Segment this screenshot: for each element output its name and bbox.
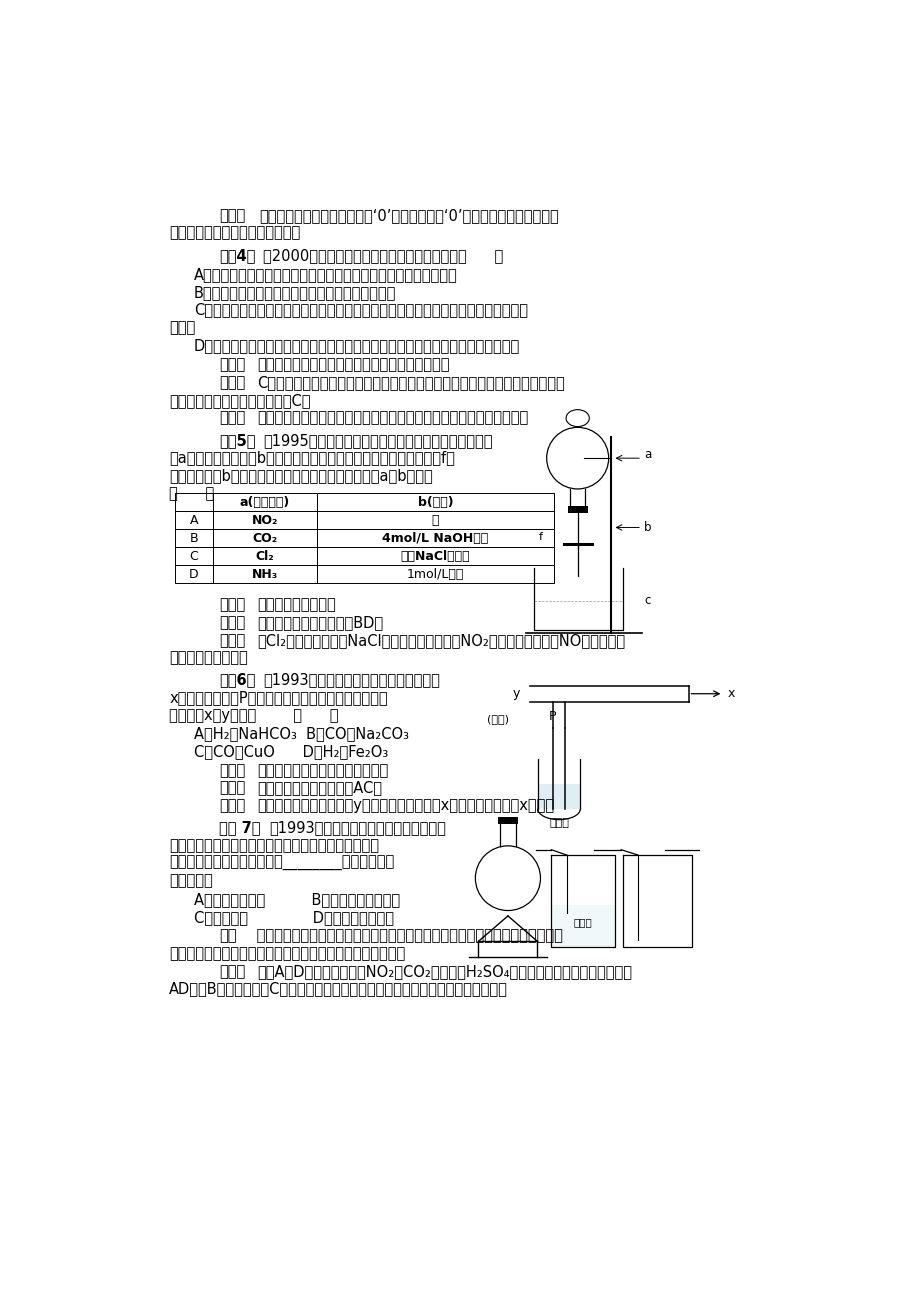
Text: （1995年全国高考）在下图装置中，烧瓶中充满干燥气: （1995年全国高考）在下图装置中，烧瓶中充满干燥气 xyxy=(263,432,492,448)
Text: 1mol/L盐酸: 1mol/L盐酸 xyxy=(406,568,464,581)
Text: 总结：: 总结： xyxy=(219,633,244,647)
Bar xyxy=(176,565,212,583)
Text: 浓硫酸: 浓硫酸 xyxy=(573,918,592,927)
Bar xyxy=(176,547,212,565)
Text: （      ）: （ ） xyxy=(169,486,214,501)
Text: 能利用这套装置进行实验的是________（填正确选项: 能利用这套装置进行实验的是________（填正确选项 xyxy=(169,855,394,871)
Text: A．分液时，分液漏斗中下层液体从下口放出，上层液体从上口倒出: A．分液时，分液漏斗中下层液体从下口放出，上层液体从上口倒出 xyxy=(194,267,458,283)
Text: 例题6：: 例题6： xyxy=(219,673,255,687)
Text: 的液面: 的液面 xyxy=(169,320,196,336)
Text: A: A xyxy=(189,513,199,526)
Text: A．H₂和NaHCO₃  B．CO和Na₂CO₃: A．H₂和NaHCO₃ B．CO和Na₂CO₃ xyxy=(194,727,409,742)
Text: 分考生由于分不清这一点而出错。: 分考生由于分不清这一点而出错。 xyxy=(169,225,301,241)
Text: （1993年全国高考）按右图装置持续通入: （1993年全国高考）按右图装置持续通入 xyxy=(263,673,439,687)
Text: A．铜屑和浓瞅酸          B．二氧化锰和浓盐酸: A．铜屑和浓瞅酸 B．二氧化锰和浓盐酸 xyxy=(194,892,400,907)
Text: C选项中，滴定操作时，眼睛应注视锣形瓶中溶液颜色的变化。题中所述错误。: C选项中，滴定操作时，眼睛应注视锣形瓶中溶液颜色的变化。题中所述错误。 xyxy=(256,375,564,391)
Text: 方法：: 方法： xyxy=(219,358,244,372)
Text: 捷径：: 捷径： xyxy=(219,375,244,391)
Text: AD。而B反应需加热；C选项中乙炱气的密度与空气接近不能用排空气取气法收集。: AD。而B反应需加热；C选项中乙炱气的密度与空气接近不能用排空气取气法收集。 xyxy=(169,982,507,996)
Text: b(液体): b(液体) xyxy=(417,496,453,509)
Text: 量筒的最下端无刻度，也即无‘0’刻度，是有关‘0’刻度方面的重要之点。部: 量筒的最下端无刻度，也即无‘0’刻度，是有关‘0’刻度方面的重要之点。部 xyxy=(259,208,559,223)
Text: x气体，并在管口P处点燃，实验结果使澄清的石灰水变: x气体，并在管口P处点燃，实验结果使澄清的石灰水变 xyxy=(169,690,388,706)
Bar xyxy=(176,529,212,547)
Text: 饱和NaCl水溶液: 饱和NaCl水溶液 xyxy=(400,549,470,562)
Bar xyxy=(567,506,587,513)
Text: 经掌握常见气体的发生、净化及收集装置就可作出准确选择。: 经掌握常见气体的发生、净化及收集装置就可作出准确选择。 xyxy=(169,947,405,961)
Text: 根据实验叙述分析。: 根据实验叙述分析。 xyxy=(256,598,335,612)
Text: Cl₂: Cl₂ xyxy=(255,549,274,562)
Bar xyxy=(317,547,553,565)
Text: 烧杯中的液体b呢喷泉状喷出，最终几乎充满烧瓶。则a和b分别是: 烧杯中的液体b呢喷泉状喷出，最终几乎充满烧瓶。则a和b分别是 xyxy=(169,469,433,483)
Text: 4mol/L NaOH溶液: 4mol/L NaOH溶液 xyxy=(382,531,488,544)
Text: 总结：: 总结： xyxy=(219,798,244,814)
Bar xyxy=(212,512,317,529)
Text: x: x xyxy=(726,687,734,700)
Text: c: c xyxy=(643,594,650,607)
Text: 实验原理与实验现象相结合分析。: 实验原理与实验现象相结合分析。 xyxy=(256,763,388,777)
Text: y: y xyxy=(512,687,519,700)
Bar xyxy=(176,512,212,529)
Text: (固体): (固体) xyxy=(486,713,508,724)
Text: C．滴定时，左手控制滴定管活塞，右手握持锥形瓶，边滴边振荡，眼睛注视滴定管中: C．滴定时，左手控制滴定管活塞，右手握持锥形瓶，边滴边振荡，眼睛注视滴定管中 xyxy=(194,302,528,318)
Text: 总结：: 总结： xyxy=(219,410,244,426)
Text: （1993年全国高考）下图是一套实验室制: （1993年全国高考）下图是一套实验室制 xyxy=(269,820,446,836)
Text: C．CO和CuO      D．H₂和Fe₂O₃: C．CO和CuO D．H₂和Fe₂O₃ xyxy=(194,745,388,759)
Text: 认真分析实验装置图，从中找出实验操作的特点，及制取的气体的性质。结合已: 认真分析实验装置图，从中找出实验操作的特点，及制取的气体的性质。结合已 xyxy=(252,928,562,944)
Bar xyxy=(550,905,614,948)
Bar xyxy=(317,529,553,547)
Text: 例题 7：: 例题 7： xyxy=(219,820,260,836)
Text: 其余选项中的操作正确。答案为C。: 其余选项中的操作正确。答案为C。 xyxy=(169,393,311,408)
Text: C: C xyxy=(189,549,199,562)
Text: 此题A和D反应不用加热；NO₂、CO₂气可用浓H₂SO₄干燥；气体密度均大于空气故选: 此题A和D反应不用加热；NO₂、CO₂气可用浓H₂SO₄干燥；气体密度均大于空气… xyxy=(256,963,631,979)
Text: 例题4：: 例题4： xyxy=(219,247,255,263)
Bar xyxy=(176,493,212,512)
Text: 方法：: 方法： xyxy=(219,763,244,777)
Text: 解答该题必须认清：固体y在实验过程中，可与x反应，也可以不与x反应。: 解答该题必须认清：固体y在实验过程中，可与x反应，也可以不与x反应。 xyxy=(256,798,553,814)
Text: a(干燥气体): a(干燥气体) xyxy=(240,496,289,509)
Text: 捷径：: 捷径： xyxy=(219,963,244,979)
Bar xyxy=(497,816,517,824)
Text: 体a，将滴管中的液体b挤入烧瓶内，轻轻振荡烧瓶，然后打开弹簧夹f，: 体a，将滴管中的液体b挤入烧瓶内，轻轻振荡烧瓶，然后打开弹簧夹f， xyxy=(169,450,455,465)
Text: 石灰水: 石灰水 xyxy=(549,818,568,828)
Bar xyxy=(317,565,553,583)
Text: 水: 水 xyxy=(431,513,438,526)
Text: D: D xyxy=(189,568,199,581)
Text: a: a xyxy=(643,448,651,461)
Text: 气装置，用于发生、干燥和收集气体。下列各组物质中: 气装置，用于发生、干燥和收集气体。下列各组物质中 xyxy=(169,838,379,853)
Text: b: b xyxy=(643,521,652,534)
Bar xyxy=(212,565,317,583)
Text: 此题为一实验方面的常规题，其目的是让不重视实验的考生难以作答。: 此题为一实验方面的常规题，其目的是让不重视实验的考生难以作答。 xyxy=(256,410,528,426)
Text: P: P xyxy=(549,710,556,723)
Text: 捷径：: 捷径： xyxy=(219,781,244,796)
Text: 例题5：: 例题5： xyxy=(219,432,255,448)
Text: C．电石和水              D．碳酸馒和稀盐酸: C．电石和水 D．碳酸馒和稀盐酸 xyxy=(194,910,393,924)
Text: CO₂: CO₂ xyxy=(252,531,278,544)
Bar xyxy=(317,493,553,512)
Text: 的标号）。: 的标号）。 xyxy=(169,874,213,888)
Text: D．称量时，称量物放在称量纸上，置于托盘天平的左盘，砂码放在托盘天平的右盘: D．称量时，称量物放在称量纸上，置于托盘天平的左盘，砂码放在托盘天平的右盘 xyxy=(194,339,520,353)
Text: 因Cl₂几乎不溶于饱和NaCl溶液，故无喷泉；而NO₂溶于水时的同时有NO气体生成，: 因Cl₂几乎不溶于饱和NaCl溶液，故无喷泉；而NO₂溶于水时的同时有NO气体生… xyxy=(256,633,624,647)
Text: f: f xyxy=(539,533,542,542)
Text: 从最终几乎充满烧瓶，得BD。: 从最终几乎充满烧瓶，得BD。 xyxy=(256,615,382,630)
Text: （2000年上海高考）下列实验操作中错误的是（      ）: （2000年上海高考）下列实验操作中错误的是（ ） xyxy=(263,247,503,263)
Bar xyxy=(538,784,580,809)
Bar xyxy=(317,512,553,529)
Text: 总结：: 总结： xyxy=(219,208,244,223)
Text: NH₃: NH₃ xyxy=(252,568,278,581)
Text: NO₂: NO₂ xyxy=(252,513,278,526)
Text: 捷径：: 捷径： xyxy=(219,615,244,630)
Text: 方法: 方法 xyxy=(219,928,236,944)
Bar xyxy=(212,493,317,512)
Text: B: B xyxy=(189,531,199,544)
Text: 故不会使烧瓶充满。: 故不会使烧瓶充满。 xyxy=(169,651,248,665)
Text: B．蒸馏时，应使温度计水银球靠近蒸馏烧瓶支管口: B．蒸馏时，应使温度计水银球靠近蒸馏烧瓶支管口 xyxy=(194,285,396,299)
Bar xyxy=(212,547,317,565)
Text: 方法：: 方法： xyxy=(219,598,244,612)
Bar xyxy=(212,529,317,547)
Text: 从实验过程分析知结果为AC。: 从实验过程分析知结果为AC。 xyxy=(256,781,381,796)
Text: 浑浊，则x、y可以是        （      ）: 浑浊，则x、y可以是 （ ） xyxy=(169,708,338,723)
Text: 将题中的叙述与平时的实验操作相联系进行判断。: 将题中的叙述与平时的实验操作相联系进行判断。 xyxy=(256,358,448,372)
